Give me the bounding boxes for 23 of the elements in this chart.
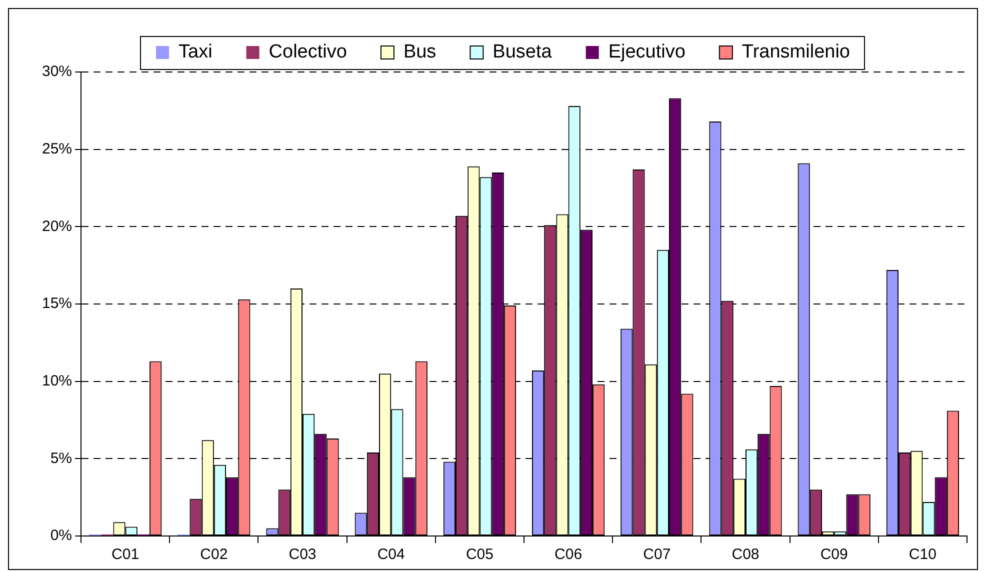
y-tick-label: 30% (42, 63, 72, 80)
x-tick-label: C02 (200, 546, 228, 564)
y-tick-label: 25% (42, 140, 72, 158)
x-tick-label: C10 (908, 546, 936, 564)
x-tick-label: C04 (377, 546, 405, 564)
y-tick-label: 5% (50, 450, 72, 467)
legend-label: Transmilenio (742, 42, 850, 63)
legend-label: Taxi (178, 42, 212, 63)
x-tick-label: C03 (288, 546, 316, 564)
y-tick-label: 10% (42, 372, 72, 390)
y-tick-label: 20% (42, 218, 72, 235)
x-tick-label: C08 (732, 546, 760, 564)
legend-label: Buseta (492, 42, 552, 63)
legend-label: Ejecutivo (608, 42, 686, 63)
x-tick-label: C07 (643, 546, 671, 564)
y-tick-label: 15% (42, 295, 72, 312)
y-tick-label: 0% (50, 527, 72, 544)
x-tick-label: C09 (820, 546, 848, 564)
legend-label: Colectivo (268, 42, 347, 63)
legend-label: Bus (403, 42, 436, 63)
x-tick-label: C05 (466, 546, 494, 564)
x-tick-label: C06 (554, 546, 582, 564)
x-tick-label: C01 (112, 546, 140, 564)
